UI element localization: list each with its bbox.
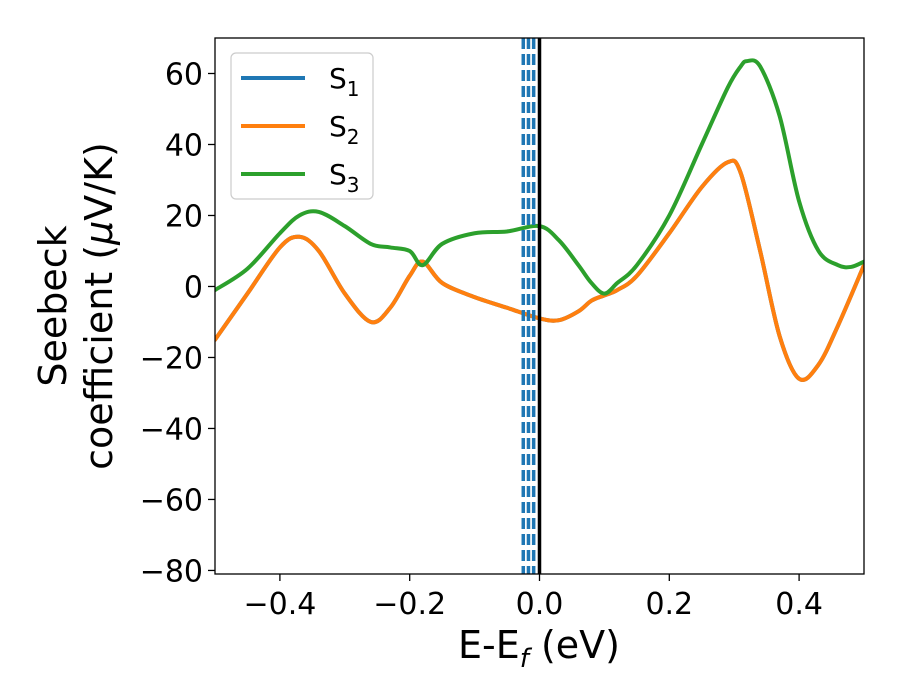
plot-area xyxy=(215,38,864,574)
y-axis: −80 −60 −40 −20 0 20 40 60 xyxy=(140,57,215,589)
y-tick-label: 0 xyxy=(184,270,203,305)
y-tick-label: 40 xyxy=(165,128,203,163)
y-tick-label: −40 xyxy=(140,412,203,447)
x-tick-label: 0.0 xyxy=(516,587,564,622)
y-axis-label-line1: Seebeck xyxy=(31,225,75,386)
y-tick-label: −60 xyxy=(140,483,203,518)
legend: S1 S2 S3 xyxy=(230,52,374,200)
y-axis-label: Seebeck coefficient (μV/K) xyxy=(31,142,121,470)
legend-label-s3: S3 xyxy=(329,158,360,197)
y-axis-label-line2: coefficient (μV/K) xyxy=(77,142,121,470)
legend-label-s2: S2 xyxy=(329,110,360,149)
x-axis-label: E-Ef (eV) xyxy=(458,623,620,674)
y-tick-label: 20 xyxy=(165,199,203,234)
x-tick-label: 0.2 xyxy=(645,587,693,622)
x-tick-label: −0.2 xyxy=(373,587,446,622)
legend-label-s1: S1 xyxy=(329,62,360,101)
y-tick-label: 60 xyxy=(165,57,203,92)
x-tick-label: 0.4 xyxy=(775,587,823,622)
y-tick-label: −20 xyxy=(140,341,203,376)
series-line-s3 xyxy=(215,58,864,296)
x-tick-label: −0.4 xyxy=(243,587,316,622)
x-axis: −0.4 −0.2 0.0 0.2 0.4 xyxy=(243,574,823,622)
series-line-s2 xyxy=(215,158,864,382)
y-tick-label: −80 xyxy=(140,554,203,589)
